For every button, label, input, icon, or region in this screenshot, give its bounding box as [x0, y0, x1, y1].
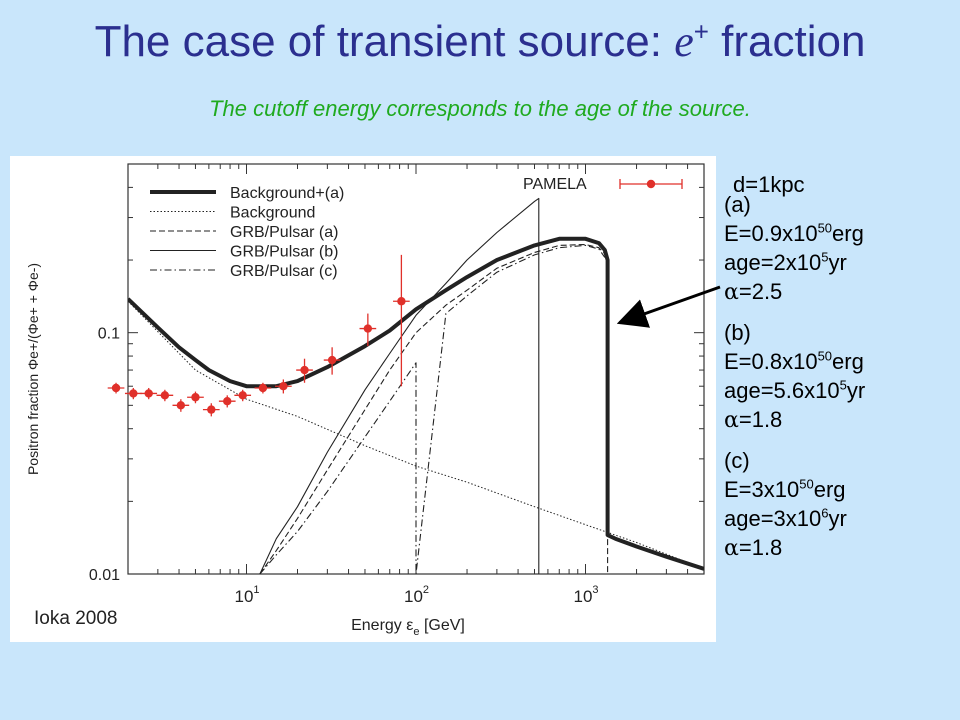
params-c-age-unit: yr — [828, 506, 847, 531]
title-symbol-sup: + — [693, 16, 709, 47]
legend-pamela-dot — [646, 179, 656, 189]
x-tick-label-exp: 3 — [592, 584, 598, 596]
x-tick-label-exp: 1 — [253, 584, 259, 596]
params-b-age-base: age=5.6x10 — [724, 378, 840, 403]
pamela-point — [238, 391, 247, 400]
pamela-point — [160, 391, 170, 400]
pamela-point — [397, 297, 406, 306]
params-c-alpha-value: =1.8 — [738, 535, 783, 560]
pamela-point — [258, 383, 268, 393]
x-tick-label-exp: 2 — [423, 584, 429, 596]
x-tick-label: 101 — [234, 584, 259, 606]
params-c-alpha: α=1.8 — [724, 533, 956, 563]
series-line-grb-pulsar-b- — [259, 197, 540, 574]
legend: Background+(a) Background GRB/Pulsar (a) GR… — [150, 176, 683, 280]
series-line-background-a- — [128, 236, 704, 571]
series-line-grb-pulsar-a- — [259, 243, 609, 574]
params-b-energy-unit: erg — [832, 349, 864, 374]
params-a-energy-exp: 50 — [817, 220, 833, 236]
params-a-age-unit: yr — [828, 250, 847, 275]
chart-panel: 101 102 103 0.01 0.1 Energy εe [GeV] Positron … — [10, 156, 716, 642]
params-c-label: (c) — [724, 448, 750, 473]
legend-label: Background — [230, 205, 315, 222]
alpha-symbol: α — [724, 536, 739, 561]
legend-label-pamela: PAMELA — [523, 176, 587, 193]
params-a-energy-unit: erg — [832, 221, 864, 246]
pamela-point — [111, 383, 121, 393]
params-a-energy-base: E=0.9x10 — [724, 221, 818, 246]
distance-label: d=1kpc — [733, 172, 805, 197]
series-line-grb-pulsar-c- — [259, 244, 606, 574]
title-suffix: fraction — [708, 17, 866, 66]
legend-label: GRB/Pulsar (a) — [230, 224, 338, 241]
x-tick-label: 103 — [574, 584, 599, 606]
params-c-energy-base: E=3x10 — [724, 477, 800, 502]
params-b-energy-exp: 50 — [817, 348, 833, 364]
alpha-symbol: α — [724, 408, 739, 433]
params-a-label: (a) — [724, 192, 751, 217]
x-axis-label: Energy εe [GeV] — [351, 617, 465, 638]
pamela-point — [279, 382, 288, 391]
params-a-age-exp: 5 — [821, 249, 829, 265]
params-b-energy-base: E=0.8x10 — [724, 349, 818, 374]
params-a-alpha-value: =2.5 — [738, 279, 783, 304]
title-symbol: e — [674, 17, 694, 66]
page-title: The case of transient source: e+ fractio… — [0, 16, 960, 67]
y-tick-label: 0.01 — [89, 567, 120, 584]
pamela-point — [129, 389, 138, 398]
legend-label: GRB/Pulsar (b) — [230, 244, 338, 261]
legend-label: Background+(a) — [230, 185, 344, 202]
params-c-age-exp: 6 — [821, 505, 829, 521]
params-a-alpha: α=2.5 — [724, 277, 956, 307]
pamela-point — [327, 355, 337, 365]
params-b-age-exp: 5 — [839, 377, 847, 393]
params-c-energy-unit: erg — [813, 477, 846, 502]
alpha-symbol: α — [724, 280, 739, 305]
params-c-energy: E=3x1050erg — [724, 475, 956, 504]
pamela-point — [144, 389, 153, 398]
params-b-age-unit: yr — [846, 378, 866, 403]
params-a-age: age=2x105yr — [724, 248, 956, 277]
params-b-alpha: α=1.8 — [724, 405, 956, 435]
params-b-energy: E=0.8x1050erg — [724, 347, 956, 376]
subtitle: The cutoff energy corresponds to the age… — [209, 96, 751, 121]
params-panel: (a) E=0.9x1050erg age=2x105yr α=2.5 (b) … — [724, 190, 956, 574]
y-axis-label: Positron fraction Φe+/(Φe+ + Φe-) — [25, 263, 41, 475]
params-a: (a) E=0.9x1050erg age=2x105yr α=2.5 — [724, 190, 956, 307]
x-axis-label-unit: [GeV] — [420, 617, 465, 634]
pamela-point — [191, 393, 200, 402]
params-b-label: (b) — [724, 320, 751, 345]
params-b-alpha-value: =1.8 — [738, 407, 783, 432]
x-axis-label-sub: e — [413, 626, 419, 638]
params-c: (c) E=3x1050erg age=3x106yr α=1.8 — [724, 446, 956, 563]
pamela-point — [176, 401, 186, 410]
y-tick-label: 0.1 — [98, 326, 120, 343]
params-a-energy: E=0.9x1050erg — [724, 219, 956, 248]
pamela-point — [363, 324, 373, 333]
positron-fraction-chart: 101 102 103 0.01 0.1 Energy εe [GeV] Positron … — [25, 163, 705, 638]
pamela-point — [207, 405, 216, 414]
params-c-age: age=3x106yr — [724, 504, 956, 533]
params-b-age: age=5.6x105yr — [724, 376, 956, 405]
x-tick-label: 102 — [404, 584, 429, 606]
params-c-energy-exp: 50 — [799, 476, 814, 492]
pamela-point — [300, 365, 309, 375]
source-citation: Ioka 2008 — [34, 608, 118, 629]
params-b: (b) E=0.8x1050erg age=5.6x105yr α=1.8 — [724, 318, 956, 435]
params-c-age-base: age=3x10 — [724, 506, 822, 531]
params-a-age-base: age=2x10 — [724, 250, 822, 275]
legend-label: GRB/Pulsar (c) — [230, 263, 338, 280]
title-text: The case of transient source: — [94, 17, 675, 66]
pamela-point — [223, 397, 232, 406]
